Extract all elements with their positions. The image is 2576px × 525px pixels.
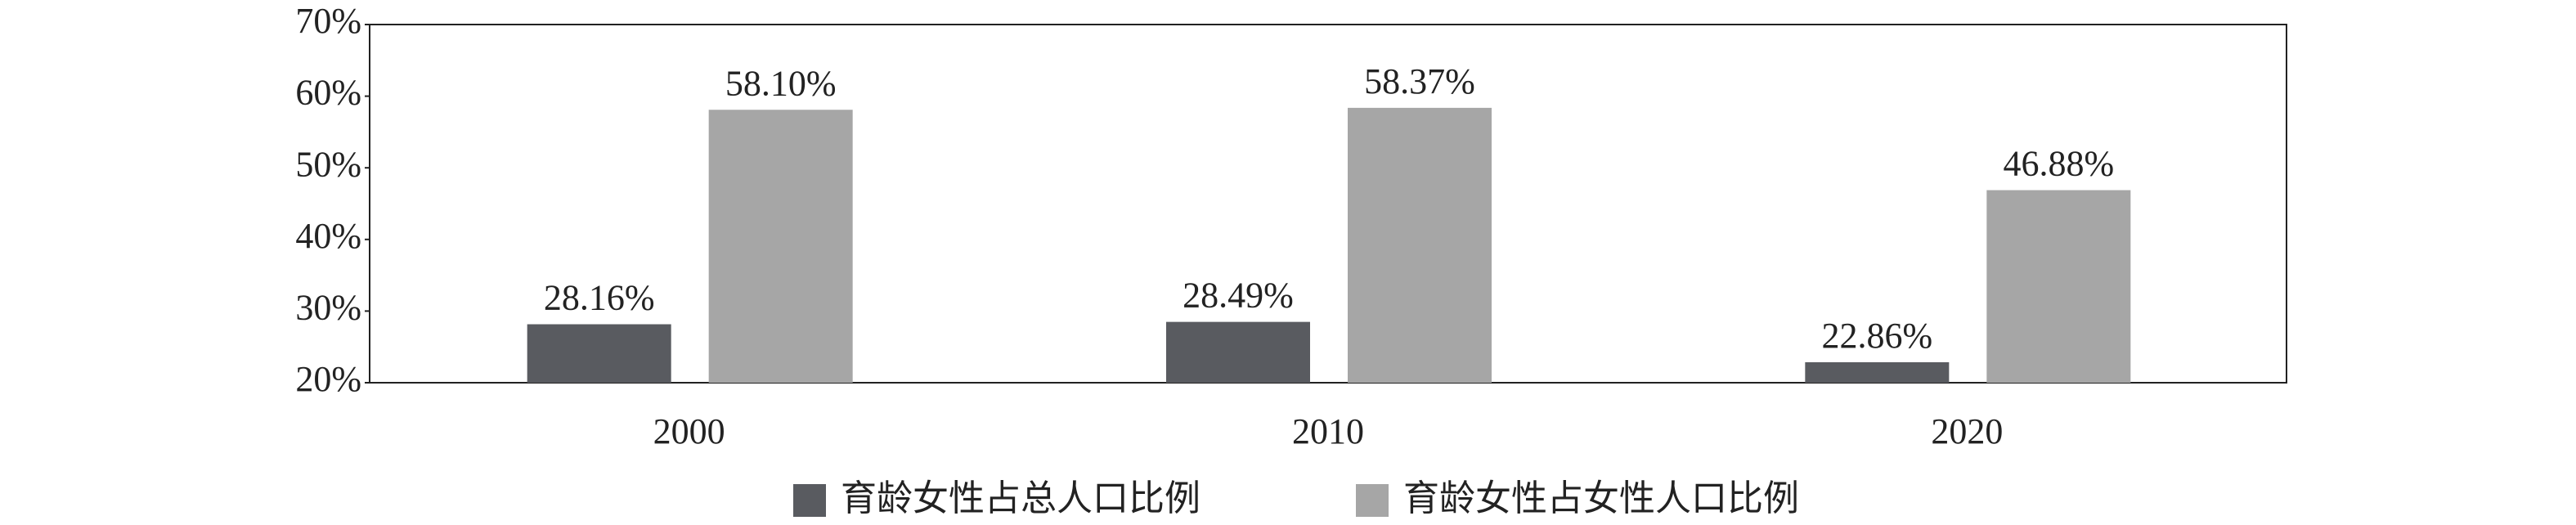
- x-tick-label: 2000: [653, 411, 725, 451]
- legend-label: 育龄女性占总人口比例: [841, 478, 1200, 518]
- value-label: 58.10%: [725, 63, 837, 103]
- value-label: 58.37%: [1364, 61, 1475, 101]
- plot-frame: [369, 24, 2287, 384]
- legend-swatch: [1356, 484, 1389, 517]
- y-tick-label: 30%: [295, 287, 361, 327]
- value-label: 46.88%: [2004, 144, 2115, 184]
- bar: [1166, 321, 1310, 383]
- y-tick-label: 50%: [295, 144, 361, 184]
- y-tick-label: 70%: [295, 1, 361, 41]
- bar: [1986, 190, 2131, 383]
- legend-label: 育龄女性占女性人口比例: [1403, 478, 1799, 518]
- x-tick-label: 2010: [1292, 411, 1364, 451]
- x-tick-label: 2020: [1931, 411, 2003, 451]
- bar: [527, 324, 671, 383]
- y-tick-label: 20%: [295, 359, 361, 399]
- bar: [1348, 107, 1492, 384]
- bar: [708, 110, 853, 383]
- bar: [1805, 361, 1950, 383]
- value-label: 28.16%: [544, 278, 655, 318]
- value-label: 28.49%: [1183, 276, 1294, 316]
- legend-swatch: [793, 484, 826, 517]
- y-tick-label: 40%: [295, 216, 361, 256]
- value-label: 22.86%: [1822, 316, 1933, 356]
- y-tick-label: 60%: [295, 73, 361, 113]
